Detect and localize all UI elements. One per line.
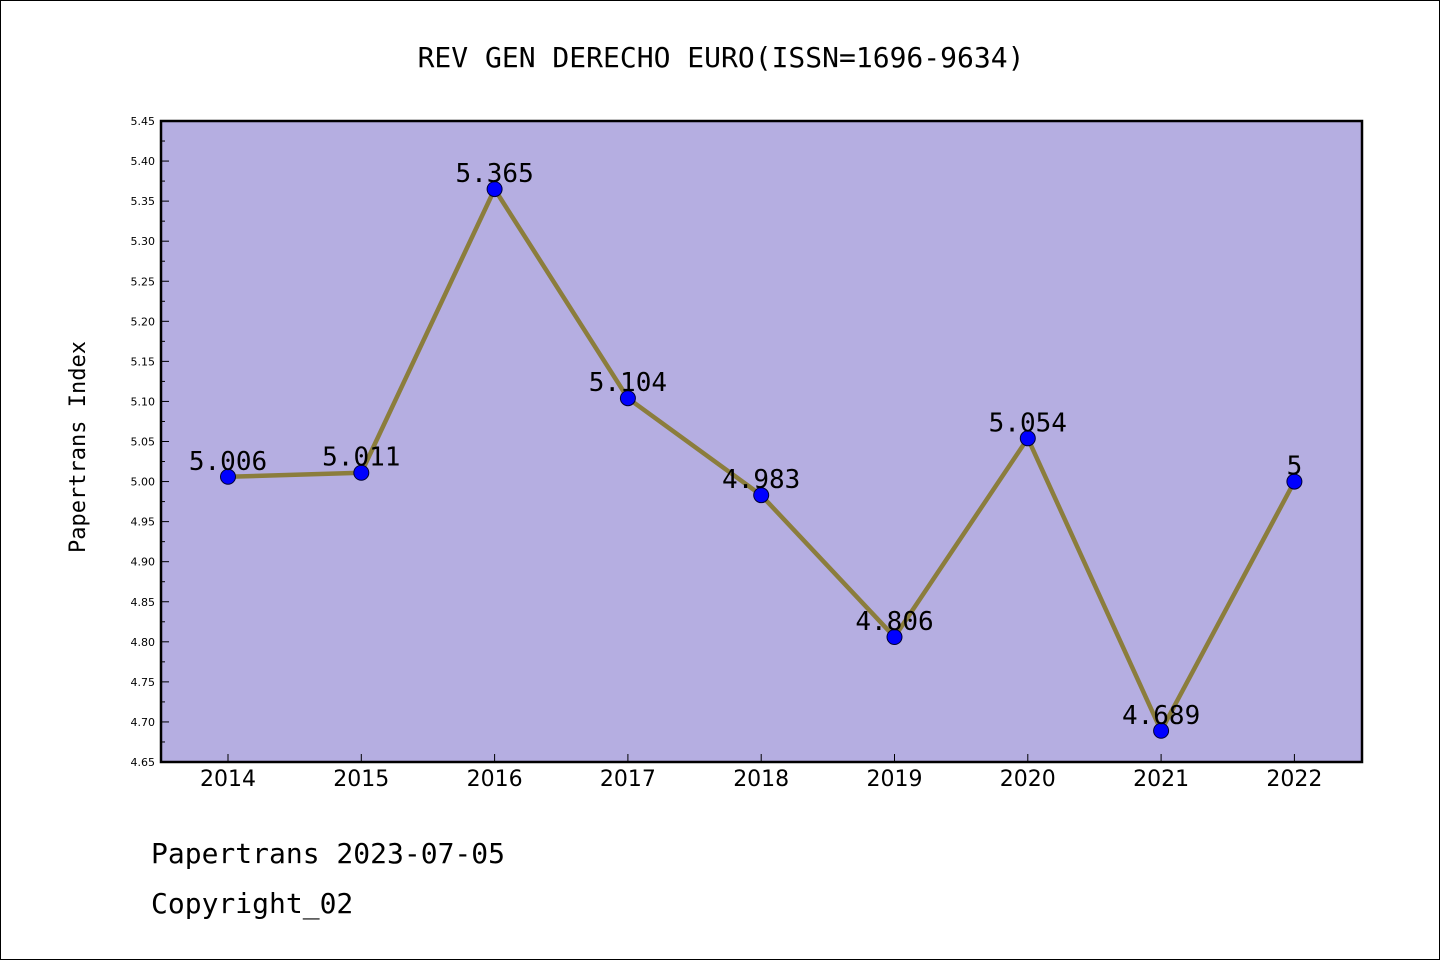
data-point bbox=[1286, 473, 1303, 490]
plot-area bbox=[161, 121, 1362, 762]
data-point bbox=[753, 487, 770, 504]
y-tick-label: 4.75 bbox=[131, 676, 156, 689]
y-tick-label: 4.80 bbox=[131, 636, 156, 649]
data-labels: 5.006 5.011 5.365 5.104 4.983 4.806 5.054 4.689… bbox=[189, 159, 1302, 731]
y-tick-label: 5.30 bbox=[131, 235, 156, 248]
data-point bbox=[619, 390, 636, 407]
y-tick-label: 4.95 bbox=[131, 516, 156, 529]
y-tick-label: 5.40 bbox=[131, 155, 156, 168]
y-tick-label: 5.25 bbox=[131, 275, 156, 288]
y-tick-label: 5.05 bbox=[131, 436, 156, 449]
x-tick-label: 2015 bbox=[333, 767, 389, 792]
data-label: 5.011 bbox=[322, 443, 400, 473]
footer-copyright: Copyright_02 bbox=[151, 887, 354, 920]
x-tick-label: 2016 bbox=[467, 767, 523, 792]
y-tick-label: 4.65 bbox=[131, 756, 156, 769]
data-label: 4.806 bbox=[855, 607, 933, 637]
plot-border bbox=[159, 119, 1364, 764]
y-tick-label: 5.10 bbox=[131, 395, 156, 408]
y-tick-label: 5.15 bbox=[131, 355, 156, 368]
data-label: 5.104 bbox=[589, 368, 667, 398]
y-tick-label: 4.90 bbox=[131, 556, 156, 569]
y-tick-label: 4.70 bbox=[131, 716, 156, 729]
data-label: 5.006 bbox=[189, 447, 267, 477]
data-point bbox=[486, 181, 503, 198]
y-axis-label: Papertrans Index bbox=[66, 341, 91, 553]
y-tick-label: 5.20 bbox=[131, 315, 156, 328]
data-label: 4.689 bbox=[1122, 701, 1200, 731]
data-point bbox=[1153, 722, 1170, 739]
chart-title: REV GEN DERECHO EURO(ISSN=1696-9634) bbox=[418, 41, 1025, 74]
data-label: 5.365 bbox=[455, 159, 533, 189]
y-tick-label: 4.85 bbox=[131, 596, 156, 609]
x-tick-label: 2017 bbox=[600, 767, 656, 792]
data-point bbox=[1019, 430, 1036, 447]
x-tick-label: 2014 bbox=[200, 767, 256, 792]
series-line-group bbox=[220, 181, 1303, 739]
y-tick-label: 5.00 bbox=[131, 476, 156, 489]
data-label: 5.054 bbox=[989, 408, 1067, 438]
y-tick-label: 5.35 bbox=[131, 195, 156, 208]
data-point bbox=[220, 468, 236, 485]
x-tick-label: 2021 bbox=[1133, 767, 1189, 792]
data-point bbox=[353, 464, 370, 481]
x-tick-label: 2019 bbox=[867, 767, 923, 792]
x-tick-label: 2022 bbox=[1266, 767, 1322, 792]
y-tick-label: 5.45 bbox=[131, 115, 156, 128]
data-label: 5 bbox=[1287, 452, 1303, 482]
footer-date: Papertrans 2023-07-05 bbox=[151, 837, 506, 870]
y-axis: 4.65 4.70 4.75 4.80 4.85 4.90 4.95 5.00 5.05 5.10… bbox=[131, 115, 169, 769]
data-label: 4.983 bbox=[722, 465, 800, 495]
data-point bbox=[886, 629, 903, 646]
x-tick-label: 2020 bbox=[1000, 767, 1056, 792]
x-tick-label: 2018 bbox=[733, 767, 789, 792]
x-axis: 2014 2015 2016 2017 2018 2019 2020 2021 2022 bbox=[200, 754, 1322, 792]
